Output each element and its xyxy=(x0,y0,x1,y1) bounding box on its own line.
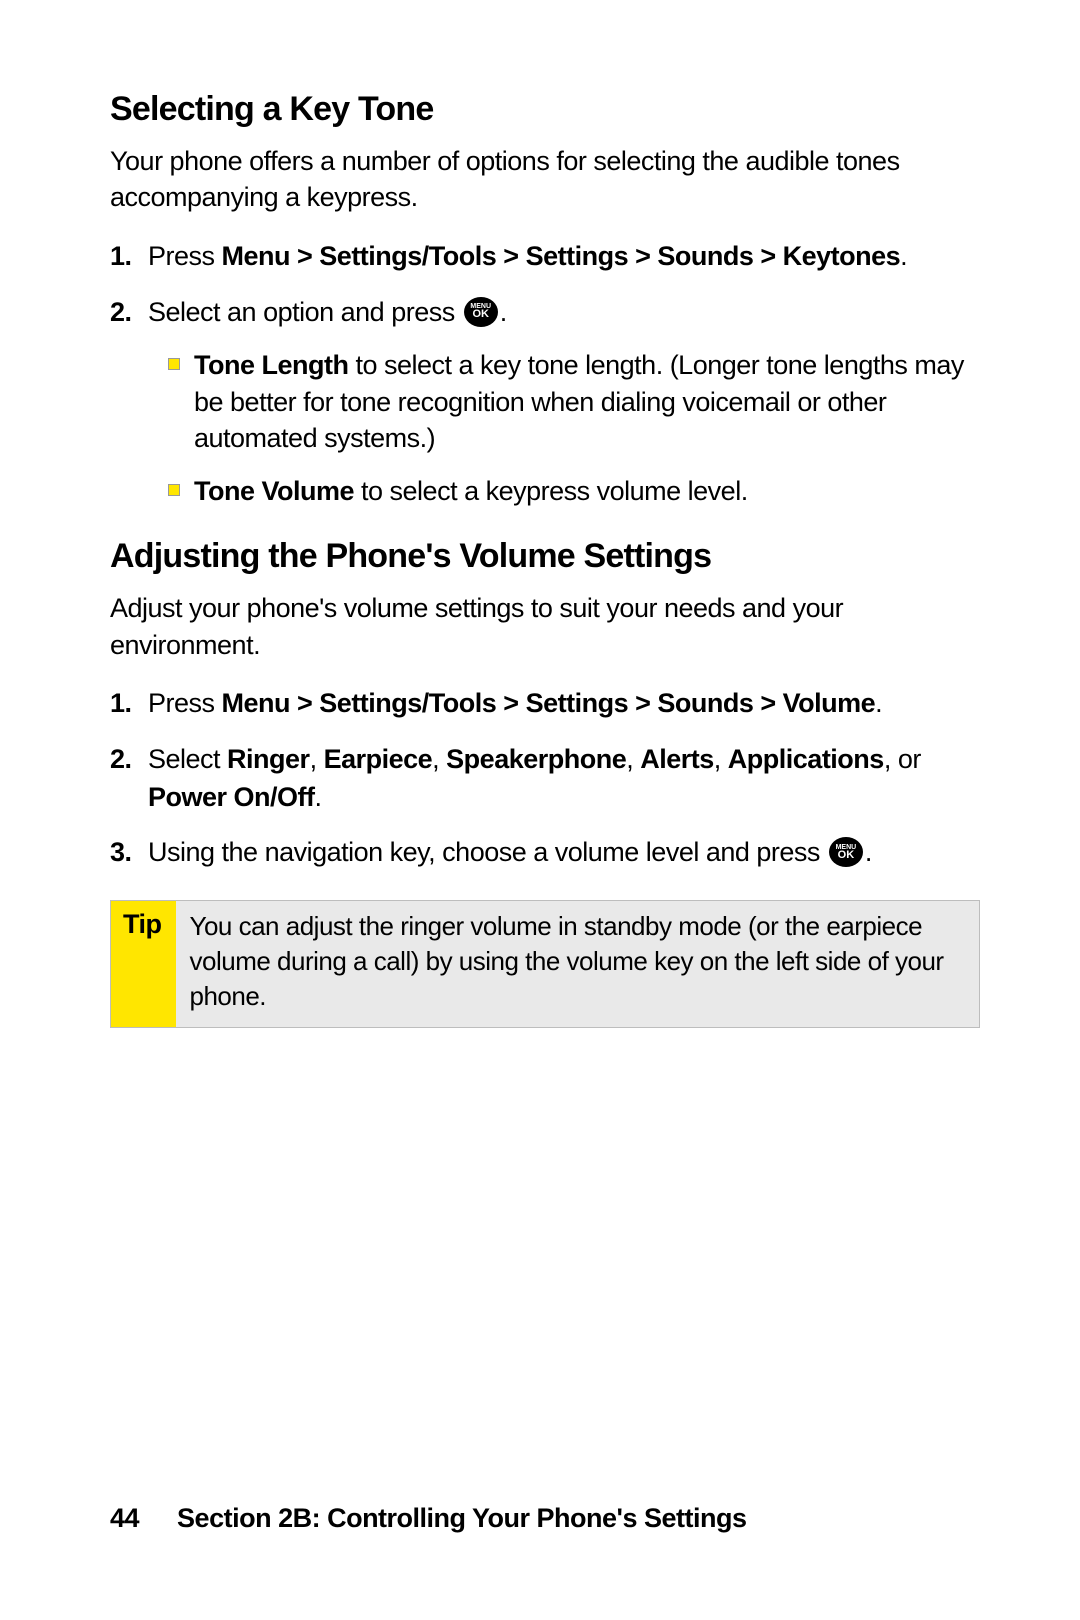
step-text: Press xyxy=(148,688,222,718)
intro-keytone: Your phone offers a number of options fo… xyxy=(110,143,980,216)
steps-volume: 1. Press Menu > Settings/Tools > Setting… xyxy=(110,685,980,872)
opt-earpiece: Earpiece xyxy=(324,744,433,774)
opt-ringer: Ringer xyxy=(227,744,310,774)
step-number: 1. xyxy=(110,238,132,276)
heading-keytone: Selecting a Key Tone xyxy=(110,90,980,129)
intro-volume: Adjust your phone's volume settings to s… xyxy=(110,590,980,663)
tip-box: Tip You can adjust the ringer volume in … xyxy=(110,900,980,1027)
step-number: 2. xyxy=(110,294,132,332)
opt-speakerphone: Speakerphone xyxy=(446,744,626,774)
menu-ok-icon: MENUOK xyxy=(829,837,863,867)
step-bold-path: Menu > Settings/Tools > Settings > Sound… xyxy=(222,688,876,718)
step-suffix: . xyxy=(900,241,907,271)
step-text: Press xyxy=(148,241,222,271)
step-1: 1. Press Menu > Settings/Tools > Setting… xyxy=(148,685,980,723)
opt-power: Power On/Off xyxy=(148,782,315,812)
opt-applications: Applications xyxy=(728,744,884,774)
menu-ok-icon: MENUOK xyxy=(464,297,498,327)
opt-alerts: Alerts xyxy=(640,744,714,774)
sub-bold: Tone Length xyxy=(194,350,348,380)
tip-label: Tip xyxy=(111,901,176,1026)
tip-body: You can adjust the ringer volume in stan… xyxy=(176,901,980,1026)
step-2: 2. Select Ringer, Earpiece, Speakerphone… xyxy=(148,741,980,817)
page-number: 44 xyxy=(110,1503,139,1534)
step-suffix: . xyxy=(865,837,872,867)
steps-keytone: 1. Press Menu > Settings/Tools > Setting… xyxy=(110,238,980,509)
step-bold-path: Menu > Settings/Tools > Settings > Sound… xyxy=(222,241,901,271)
step-text: Using the navigation key, choose a volum… xyxy=(148,837,827,867)
footer-section-label: Section 2B: Controlling Your Phone's Set… xyxy=(177,1503,746,1533)
step-number: 2. xyxy=(110,741,132,779)
step-2: 2. Select an option and press MENUOK. To… xyxy=(148,294,980,510)
step-suffix: . xyxy=(500,297,507,327)
substeps: Tone Length to select a key tone length.… xyxy=(148,347,980,509)
heading-volume: Adjusting the Phone's Volume Settings xyxy=(110,537,980,576)
page-footer: 44 Section 2B: Controlling Your Phone's S… xyxy=(110,1503,747,1534)
step-suffix: . xyxy=(875,688,882,718)
step-text: Select xyxy=(148,744,227,774)
step-number: 3. xyxy=(110,834,132,872)
step-3: 3. Using the navigation key, choose a vo… xyxy=(148,834,980,872)
step-1: 1. Press Menu > Settings/Tools > Setting… xyxy=(148,238,980,276)
sub-rest: to select a keypress volume level. xyxy=(354,476,748,506)
sub-tone-volume: Tone Volume to select a keypress volume … xyxy=(194,473,980,509)
step-number: 1. xyxy=(110,685,132,723)
sub-bold: Tone Volume xyxy=(194,476,354,506)
sub-tone-length: Tone Length to select a key tone length.… xyxy=(194,347,980,456)
step-text: Select an option and press xyxy=(148,297,462,327)
